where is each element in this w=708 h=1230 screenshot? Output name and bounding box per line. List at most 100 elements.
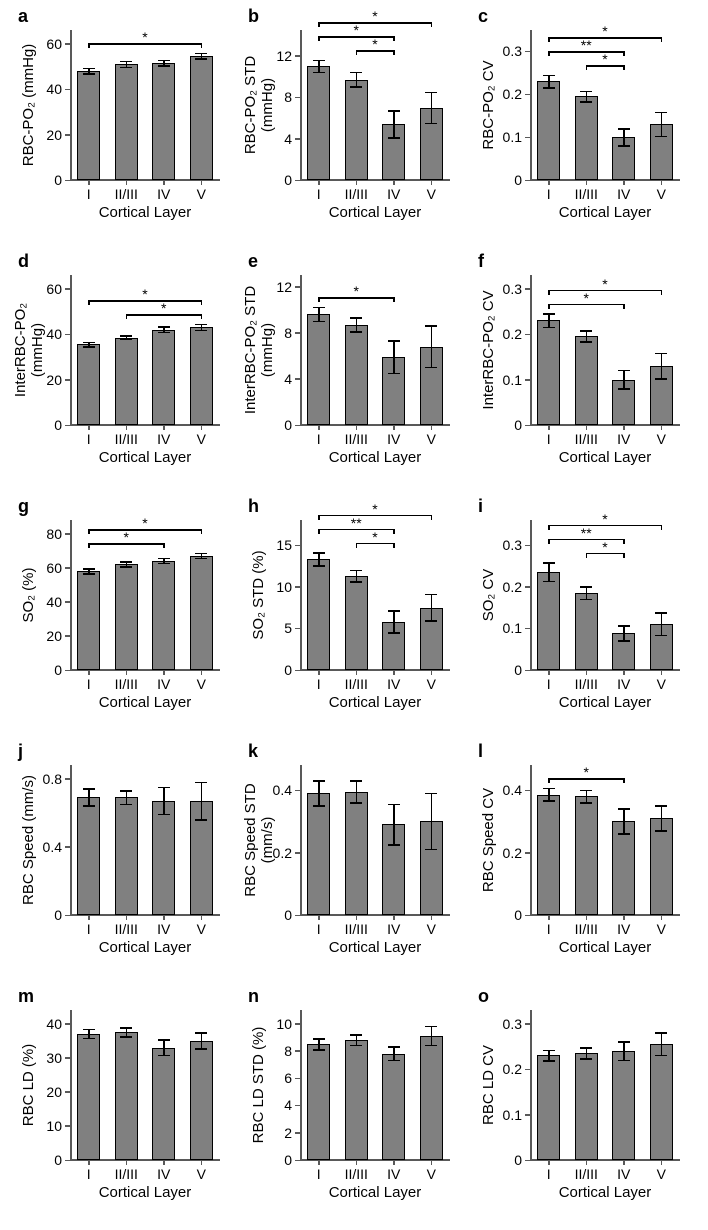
panel-label: b xyxy=(248,6,259,27)
x-tick-label: II/III xyxy=(575,1166,598,1182)
bar xyxy=(190,327,213,425)
bar xyxy=(77,344,100,425)
x-tick-label: IV xyxy=(157,186,170,202)
bar xyxy=(537,320,560,425)
significance-marker: * xyxy=(142,30,147,44)
bar xyxy=(345,792,368,915)
x-tick-label: II/III xyxy=(575,186,598,202)
bar xyxy=(152,330,175,425)
x-tick-label: I xyxy=(317,186,321,202)
bar xyxy=(382,1054,405,1160)
y-axis-label: InterRBC-PO₂ CV xyxy=(480,275,497,425)
chart-panel-f: 00.10.20.3III/IIIIVV** xyxy=(530,275,680,425)
bar xyxy=(575,336,598,425)
x-tick-label: IV xyxy=(157,431,170,447)
x-axis-label: Cortical Layer xyxy=(300,449,450,466)
x-tick-label: V xyxy=(197,676,206,692)
x-tick-label: IV xyxy=(387,921,400,937)
x-tick-label: IV xyxy=(157,921,170,937)
x-tick-label: II/III xyxy=(575,676,598,692)
x-tick-label: II/III xyxy=(115,1166,138,1182)
bar xyxy=(307,1044,330,1160)
chart-panel-g: 020406080III/IIIIVV** xyxy=(70,520,220,670)
significance-marker: * xyxy=(372,9,377,23)
chart-panel-i: 00.10.20.3III/IIIIVV**** xyxy=(530,520,680,670)
x-tick-label: IV xyxy=(157,1166,170,1182)
x-tick-label: I xyxy=(547,431,551,447)
figure: 0204060III/IIIIVV*aRBC-PO₂ (mmHg)Cortica… xyxy=(0,0,708,1230)
panel-label: e xyxy=(248,251,258,272)
bar xyxy=(190,56,213,180)
y-axis-label: RBC Speed CV xyxy=(480,765,497,915)
chart-panel-n: 0246810III/IIIIVV xyxy=(300,1010,450,1160)
bar xyxy=(152,561,175,670)
y-axis-label: SO₂ (%) xyxy=(20,520,37,670)
panel-label: n xyxy=(248,986,259,1007)
x-tick-label: V xyxy=(657,1166,666,1182)
bar xyxy=(307,793,330,915)
x-tick-label: IV xyxy=(617,921,630,937)
chart-panel-j: 00.40.8III/IIIIVV xyxy=(70,765,220,915)
bar xyxy=(650,818,673,915)
bar xyxy=(575,593,598,670)
x-tick-label: I xyxy=(317,431,321,447)
panel-label: a xyxy=(18,6,28,27)
significance-marker: * xyxy=(124,530,129,544)
y-axis-label: SO₂ STD (%) xyxy=(250,520,267,670)
bar xyxy=(575,96,598,180)
x-tick-label: I xyxy=(547,1166,551,1182)
x-tick-label: I xyxy=(317,1166,321,1182)
panel-label: d xyxy=(18,251,29,272)
x-tick-label: I xyxy=(547,186,551,202)
x-tick-label: II/III xyxy=(345,676,368,692)
bar xyxy=(307,314,330,425)
y-axis-label: InterRBC-PO₂ STD(mmHg) xyxy=(242,275,276,425)
panel-label: m xyxy=(18,986,34,1007)
significance-marker: ** xyxy=(581,38,592,52)
significance-marker: * xyxy=(372,530,377,544)
x-tick-label: I xyxy=(547,921,551,937)
bar xyxy=(345,1040,368,1160)
x-tick-label: V xyxy=(427,921,436,937)
bar xyxy=(537,1055,560,1160)
significance-marker: * xyxy=(602,52,607,66)
chart-panel-b: 04812III/IIIIVV*** xyxy=(300,30,450,180)
x-tick-label: IV xyxy=(617,676,630,692)
panel-label: k xyxy=(248,741,258,762)
x-tick-label: V xyxy=(657,431,666,447)
bar xyxy=(307,66,330,180)
bar xyxy=(345,576,368,670)
x-tick-label: II/III xyxy=(345,921,368,937)
x-tick-label: IV xyxy=(387,186,400,202)
x-axis-label: Cortical Layer xyxy=(70,694,220,711)
x-tick-label: V xyxy=(197,431,206,447)
x-axis-label: Cortical Layer xyxy=(300,204,450,221)
panel-label: i xyxy=(478,496,483,517)
chart-panel-e: 04812III/IIIIVV* xyxy=(300,275,450,425)
x-tick-label: II/III xyxy=(575,431,598,447)
x-tick-label: II/III xyxy=(115,431,138,447)
x-axis-label: Cortical Layer xyxy=(530,449,680,466)
significance-marker: * xyxy=(142,516,147,530)
significance-marker: * xyxy=(584,765,589,779)
significance-marker: * xyxy=(142,287,147,301)
x-tick-label: V xyxy=(657,676,666,692)
bar xyxy=(345,80,368,180)
panel-label: c xyxy=(478,6,488,27)
panel-label: g xyxy=(18,496,29,517)
bar xyxy=(115,564,138,670)
bar xyxy=(612,821,635,915)
x-tick-label: V xyxy=(657,921,666,937)
x-axis-label: Cortical Layer xyxy=(530,694,680,711)
bar xyxy=(612,1051,635,1160)
x-axis-label: Cortical Layer xyxy=(300,939,450,956)
y-axis-label: RBC LD CV xyxy=(480,1010,497,1160)
x-tick-label: V xyxy=(427,431,436,447)
y-axis-label: RBC Speed STD(mm/s) xyxy=(242,765,276,915)
bar xyxy=(307,559,330,670)
x-tick-label: I xyxy=(317,921,321,937)
significance-marker: * xyxy=(602,24,607,38)
panel-label: h xyxy=(248,496,259,517)
x-axis-label: Cortical Layer xyxy=(300,694,450,711)
x-axis-label: Cortical Layer xyxy=(70,1184,220,1201)
